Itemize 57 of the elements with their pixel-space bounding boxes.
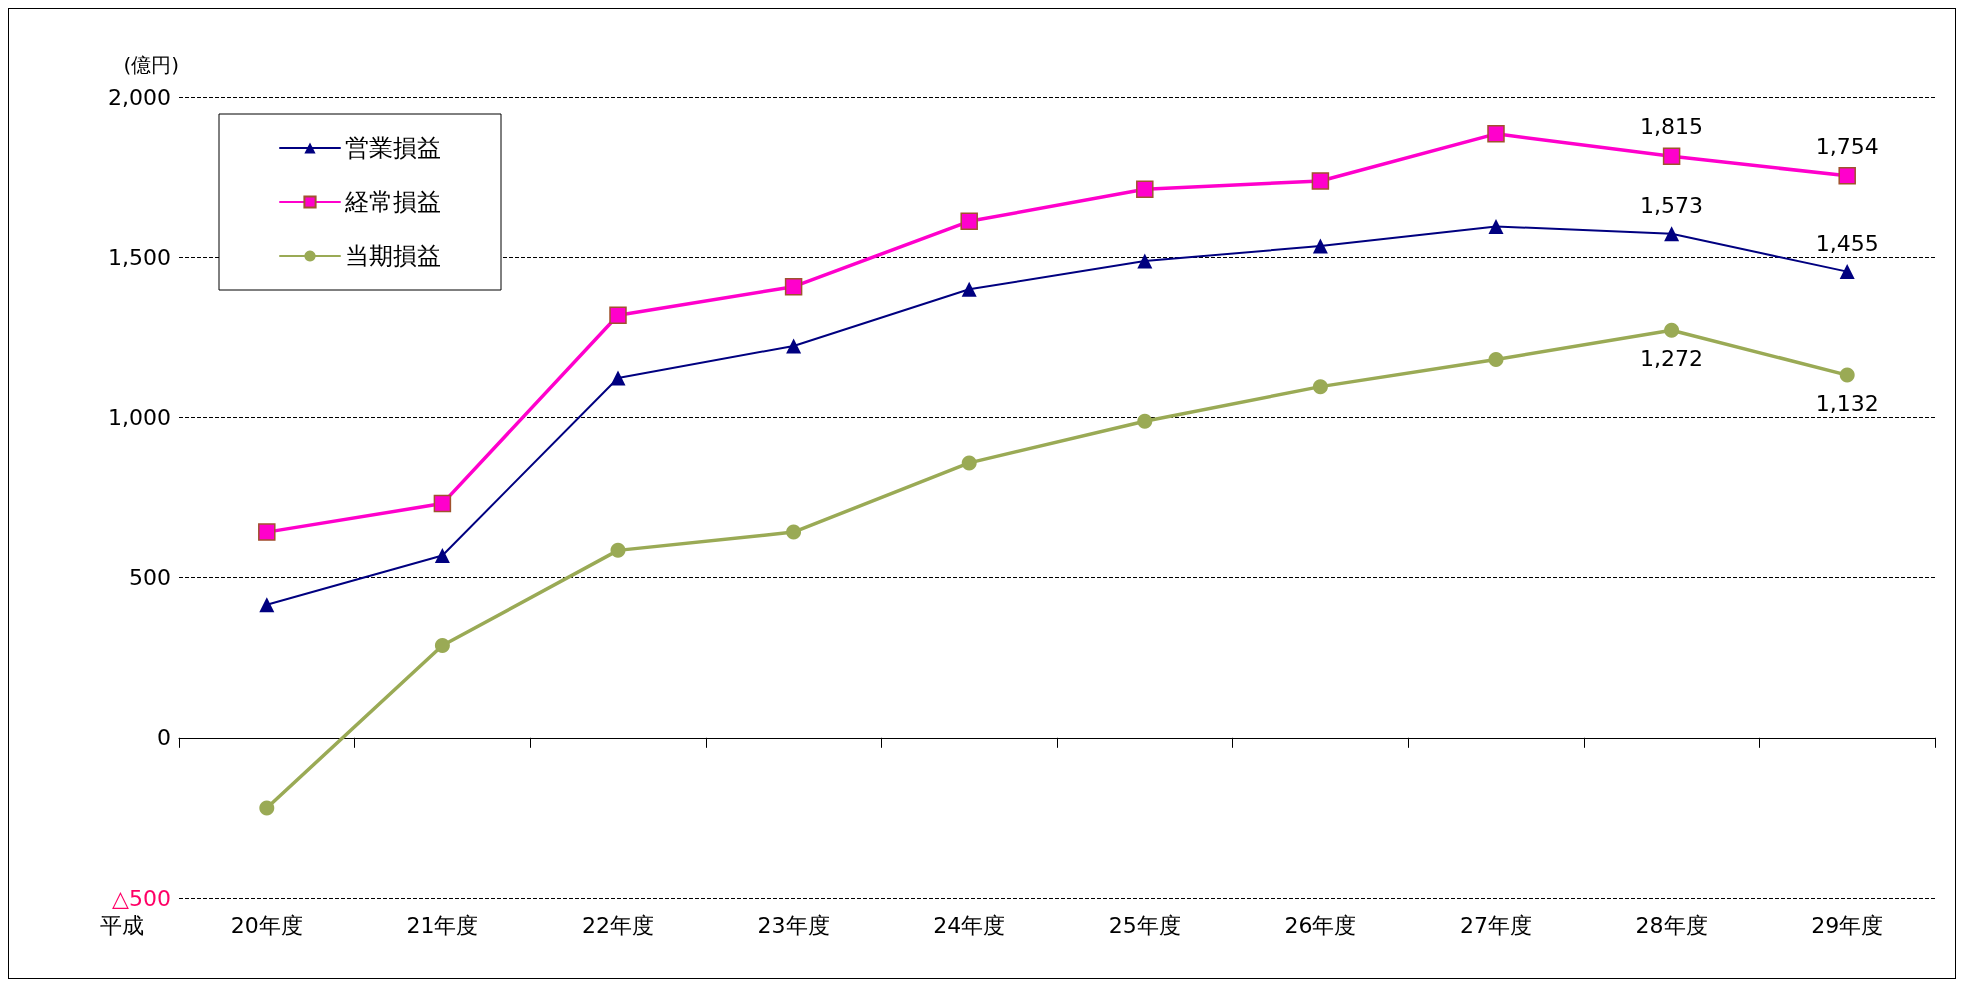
point (1839, 367, 1855, 383)
x-tick-label: 29年度 (1811, 912, 1884, 938)
legend-label: 経常損益 (344, 188, 441, 216)
point (1664, 322, 1680, 338)
point (961, 281, 977, 297)
point (610, 542, 626, 558)
point (609, 306, 627, 324)
data-label: 1,455 (1815, 230, 1879, 256)
y-tick-label: 0 (157, 725, 171, 751)
x-tick-label: 25年度 (1108, 912, 1181, 938)
point (1312, 238, 1328, 254)
x-tick-label: 20年度 (230, 912, 303, 938)
x-axis-title: 平成 (100, 912, 144, 938)
data-label: 1,815 (1640, 114, 1704, 140)
data-label: 1,272 (1640, 346, 1704, 372)
point (259, 597, 275, 613)
point (1311, 172, 1330, 190)
y-axis-title: (億円) (123, 53, 179, 77)
point (1838, 167, 1856, 185)
y-tick-label: 500 (129, 565, 171, 591)
x-tick-label: 23年度 (757, 912, 830, 938)
point (786, 338, 802, 354)
point (1662, 147, 1681, 166)
legend-label: 当期損益 (345, 242, 441, 270)
point (1136, 180, 1154, 199)
point (1488, 351, 1504, 367)
point (1137, 413, 1153, 429)
point (1487, 125, 1505, 143)
point (258, 523, 276, 541)
legend-label: 営業損益 (345, 134, 441, 162)
point (433, 494, 452, 513)
point (960, 212, 978, 231)
point (259, 800, 275, 816)
point (784, 277, 803, 296)
data-label: 1,573 (1640, 192, 1704, 218)
x-tick-label: 26年度 (1284, 912, 1357, 938)
point (1664, 226, 1680, 242)
point (434, 638, 450, 654)
point (434, 547, 450, 563)
x-tick-label: 21年度 (406, 912, 479, 938)
point (786, 524, 802, 540)
data-label: 1,132 (1815, 391, 1879, 417)
data-label: 1,754 (1815, 133, 1879, 159)
y-tick-label: 1,500 (108, 244, 171, 270)
point (1839, 264, 1855, 280)
x-tick-label: 22年度 (582, 912, 654, 938)
x-tick-label: 28年度 (1635, 912, 1708, 938)
point (1488, 218, 1504, 234)
x-tick-label: 27年度 (1460, 912, 1532, 938)
x-tick-label: 24年度 (933, 912, 1006, 938)
point (1312, 379, 1328, 395)
point (610, 370, 626, 386)
point (961, 455, 977, 471)
y-tick-label: △500 (112, 885, 171, 911)
point (1137, 253, 1153, 269)
y-tick-label: 2,000 (108, 84, 171, 110)
y-tick-label: 1,000 (108, 404, 171, 430)
